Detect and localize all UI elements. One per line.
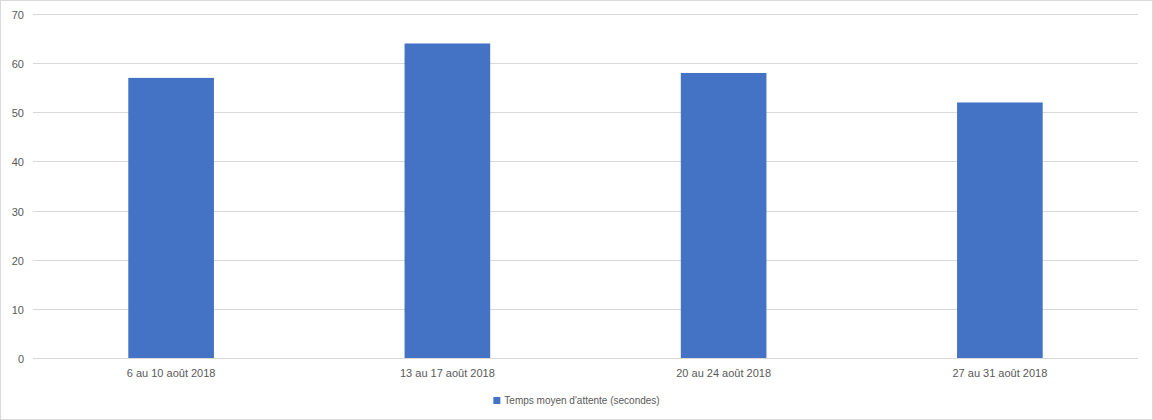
grid-line: [33, 358, 1138, 359]
y-tick-label: 30: [12, 206, 24, 218]
legend-swatch: [493, 397, 500, 404]
bar: [957, 102, 1043, 358]
chart-border: [1, 1, 1153, 420]
legend-label: Temps moyen d'attente (secondes): [504, 395, 659, 406]
legend: Temps moyen d'attente (secondes): [493, 395, 659, 406]
y-tick-label: 70: [12, 9, 24, 21]
x-tick-label: 6 au 10 août 2018: [127, 367, 216, 379]
bar: [405, 43, 491, 358]
y-tick-label: 20: [12, 255, 24, 267]
x-tick-label: 27 au 31 août 2018: [952, 367, 1047, 379]
bar: [128, 78, 214, 358]
y-tick-label: 10: [12, 304, 24, 316]
y-tick-label: 40: [12, 156, 24, 168]
y-tick-label: 0: [18, 353, 24, 365]
x-axis-line: [33, 358, 1138, 359]
x-tick-label: 13 au 17 août 2018: [400, 367, 495, 379]
grid-line: [33, 63, 1138, 64]
grid-line: [33, 14, 1138, 15]
x-tick-label: 20 au 24 août 2018: [676, 367, 771, 379]
y-tick-label: 50: [12, 107, 24, 119]
y-tick-label: 60: [12, 58, 24, 70]
bar: [681, 73, 767, 358]
bars: [128, 43, 1042, 358]
chart: 0 10 20 30 40 50 60 70 6 au 10 août 2018 13 au 17…: [0, 0, 1153, 420]
